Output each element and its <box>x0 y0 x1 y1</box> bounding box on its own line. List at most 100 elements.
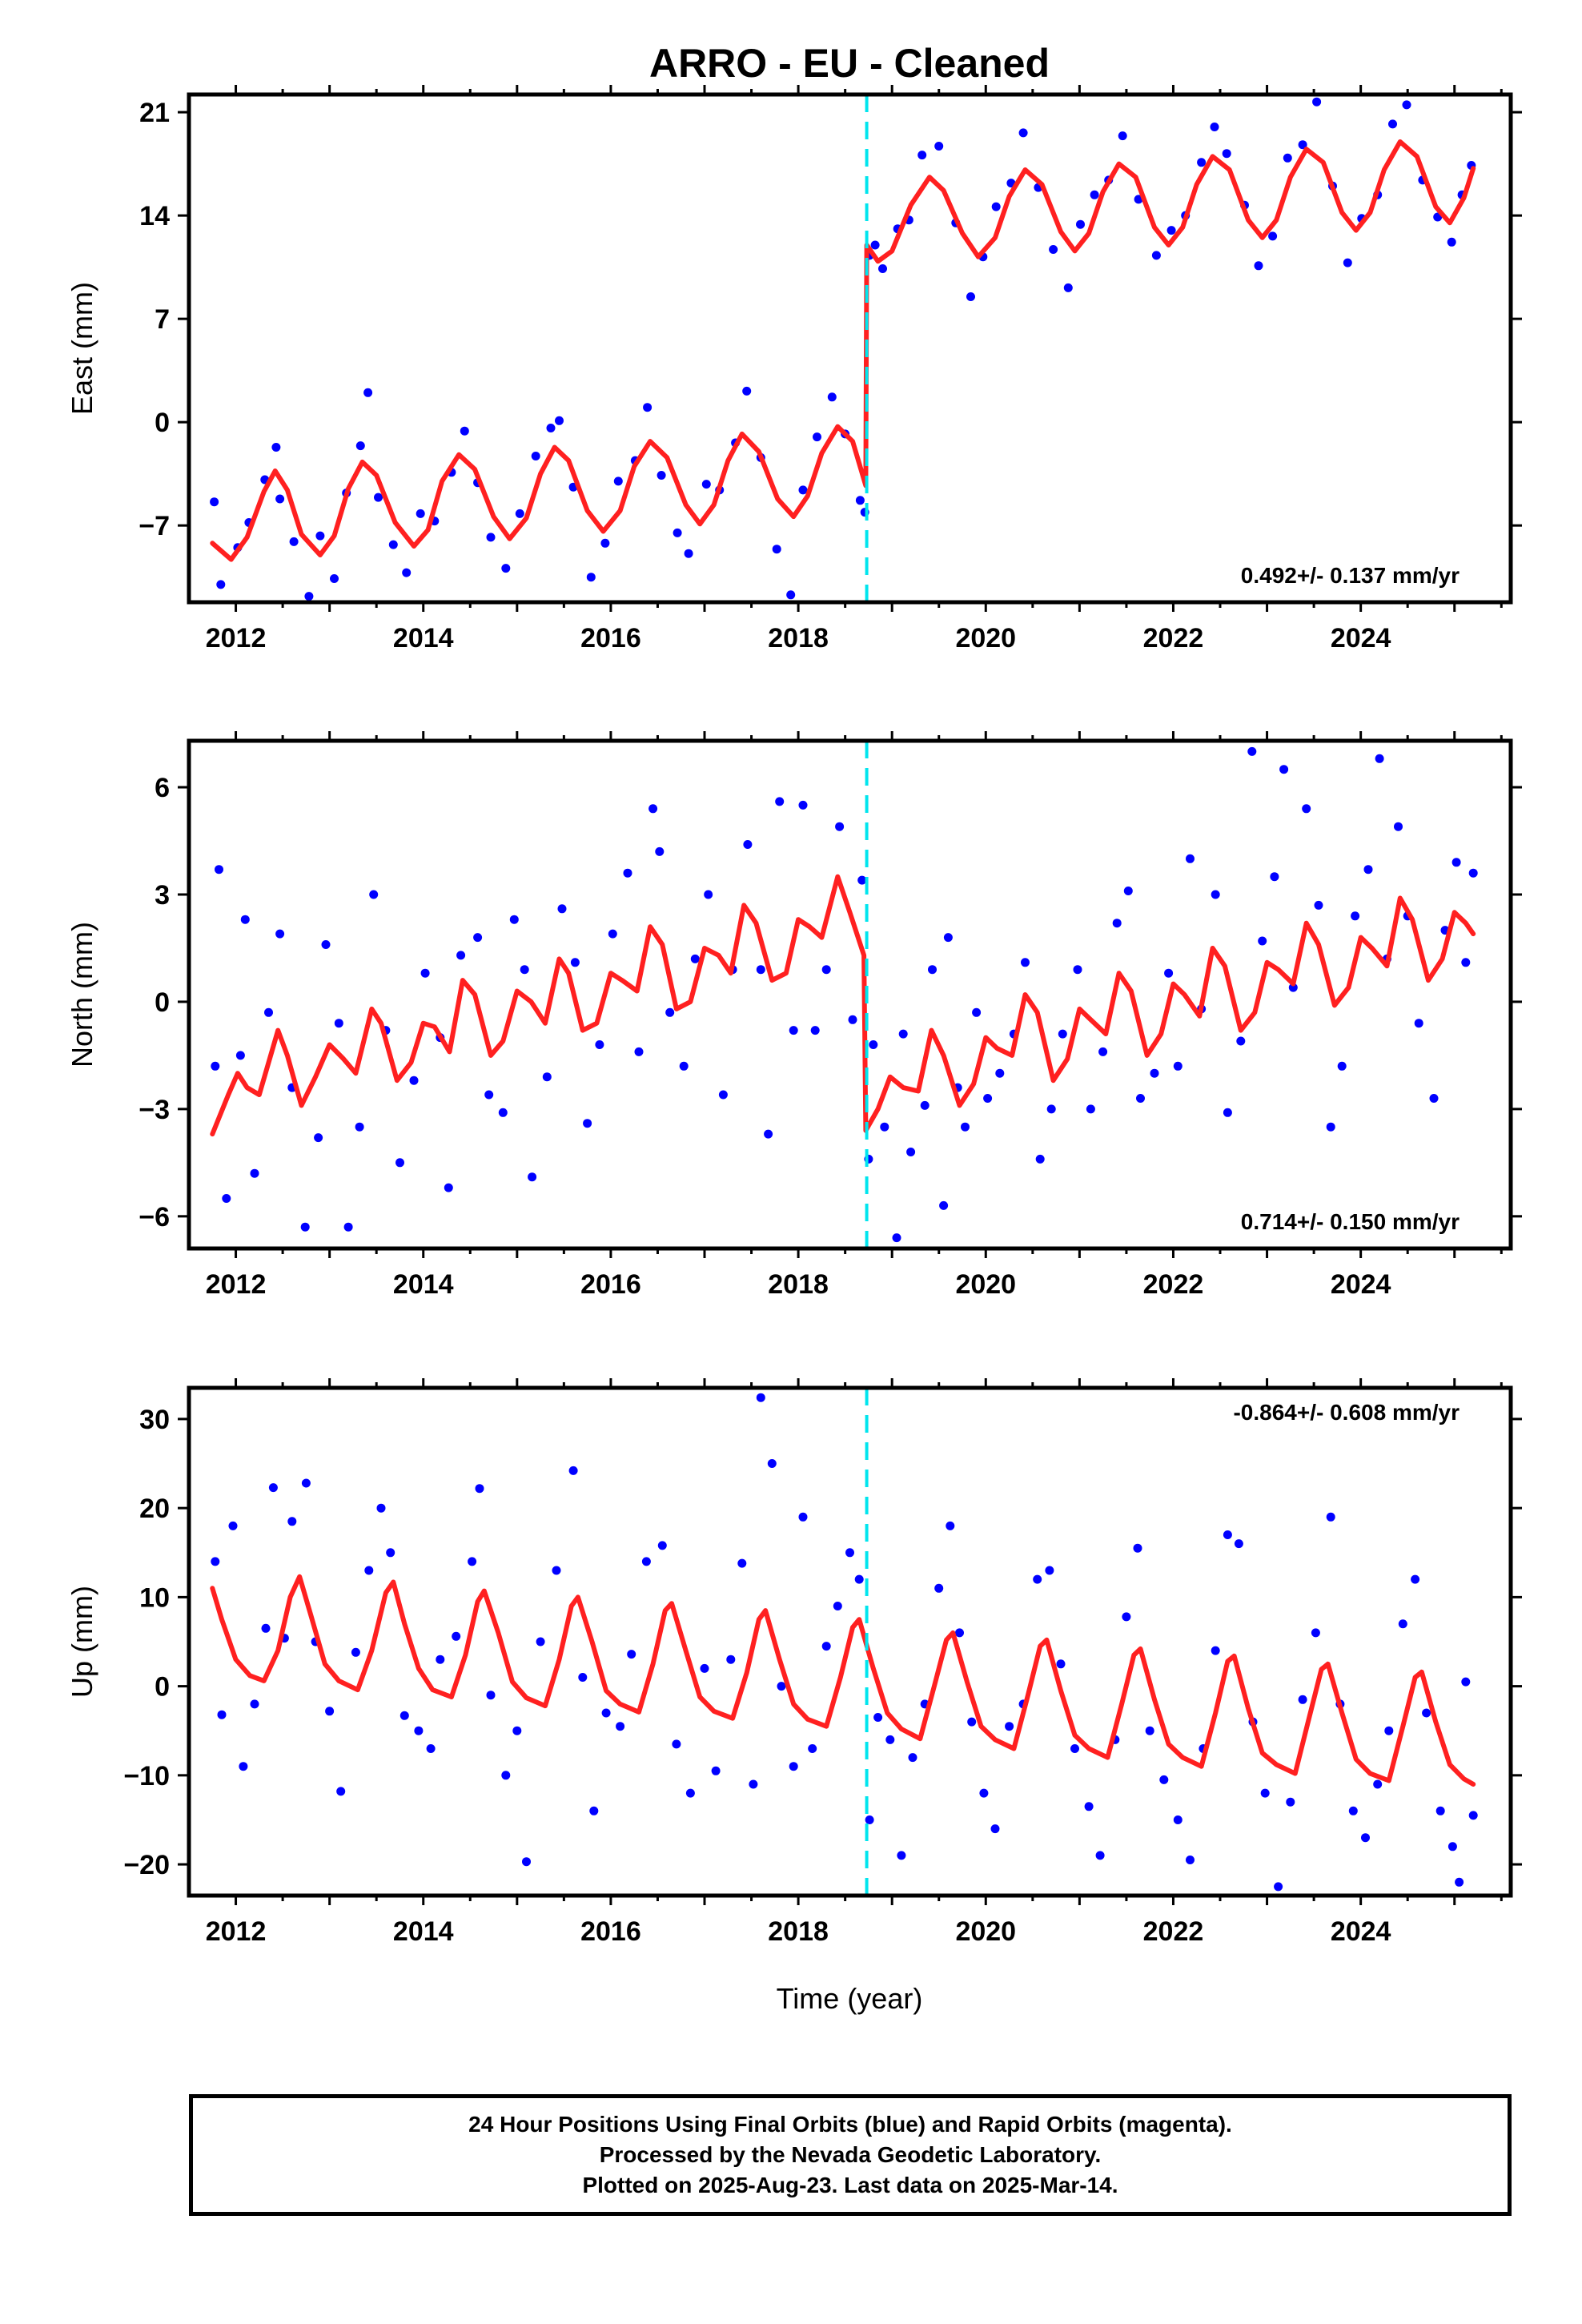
data-point <box>743 840 753 849</box>
data-point <box>1222 149 1231 159</box>
x-tick-label: 2012 <box>206 1269 267 1300</box>
data-point <box>416 509 425 518</box>
data-point <box>498 1108 508 1117</box>
footer-line-1: 24 Hour Positions Using Final Orbits (bl… <box>468 2112 1232 2137</box>
data-point <box>1398 1619 1407 1629</box>
figure-title: ARRO - EU - Cleaned <box>649 41 1050 86</box>
data-point <box>520 965 529 975</box>
data-point <box>570 958 580 967</box>
data-point <box>216 580 226 589</box>
data-point <box>808 1744 817 1753</box>
data-point <box>898 1029 908 1039</box>
data-point <box>484 1090 494 1100</box>
data-point <box>1159 1775 1169 1784</box>
data-point <box>1118 131 1127 141</box>
data-point <box>536 1637 545 1647</box>
data-point <box>789 1026 798 1035</box>
y-tick-label: 0 <box>155 408 170 438</box>
data-point <box>869 1040 878 1049</box>
data-point <box>775 797 785 806</box>
y-tick-label: −20 <box>123 1850 170 1880</box>
data-point <box>426 1744 436 1753</box>
data-point <box>749 1779 758 1789</box>
data-point <box>897 1851 906 1860</box>
data-point <box>700 1663 709 1673</box>
data-point <box>627 1650 636 1659</box>
data-point <box>1351 911 1360 921</box>
data-point <box>966 292 975 301</box>
data-point <box>848 1015 857 1024</box>
data-point <box>1254 261 1263 271</box>
y-tick-label: 7 <box>155 304 170 335</box>
data-point <box>939 1200 949 1210</box>
data-point <box>1084 1802 1094 1811</box>
y-tick-label: 14 <box>139 201 170 231</box>
data-point <box>601 1708 611 1718</box>
data-point <box>1070 1744 1079 1753</box>
data-point <box>934 142 944 151</box>
data-point <box>1311 1628 1320 1638</box>
data-point <box>1447 1842 1457 1852</box>
data-point <box>690 954 700 963</box>
data-point <box>386 1548 396 1558</box>
data-point <box>468 1557 477 1566</box>
x-tick-label: 2018 <box>768 1269 829 1300</box>
data-point <box>600 538 610 548</box>
data-point <box>364 1566 374 1575</box>
data-point <box>990 1824 1000 1834</box>
data-point <box>555 416 564 425</box>
data-point <box>798 1512 808 1522</box>
data-point <box>1298 140 1307 150</box>
velocity-rate-label: 0.492+/- 0.137 mm/yr <box>1241 563 1460 588</box>
y-tick-label: 10 <box>139 1582 170 1613</box>
data-point <box>777 1682 786 1691</box>
data-point <box>1384 1726 1394 1735</box>
data-point <box>845 1548 854 1558</box>
data-point <box>1279 765 1289 774</box>
data-point <box>865 1815 874 1824</box>
y-tick-label: 0 <box>155 1672 170 1703</box>
data-point <box>934 1583 944 1593</box>
velocity-rate-label: 0.714+/- 0.150 mm/yr <box>1241 1209 1460 1234</box>
data-point <box>444 1183 453 1192</box>
data-point <box>857 875 867 885</box>
data-point <box>616 1722 625 1731</box>
data-point <box>1343 258 1352 267</box>
data-point <box>1122 1612 1131 1622</box>
data-point <box>1095 1851 1105 1860</box>
x-tick-label: 2012 <box>206 1916 267 1947</box>
data-point <box>979 1788 989 1798</box>
data-point <box>1326 1512 1335 1522</box>
y-tick-label: −7 <box>139 511 170 541</box>
data-point <box>1164 968 1174 978</box>
data-point <box>211 1061 220 1071</box>
data-point <box>1402 100 1411 110</box>
data-point <box>786 590 796 600</box>
data-point <box>656 471 666 480</box>
data-point <box>873 1713 883 1722</box>
data-point <box>885 1735 895 1744</box>
data-point <box>531 452 540 460</box>
data-point <box>595 1040 604 1049</box>
data-point <box>1337 1061 1347 1071</box>
data-point <box>250 1699 259 1709</box>
data-point <box>870 240 880 250</box>
data-point <box>1033 1574 1042 1584</box>
data-point <box>589 1806 599 1815</box>
data-point <box>1056 1659 1066 1669</box>
data-point <box>679 1061 689 1071</box>
data-point <box>1326 1122 1335 1132</box>
data-point <box>967 1717 977 1727</box>
data-point <box>1098 1047 1108 1056</box>
data-point <box>363 388 373 397</box>
data-point <box>613 476 623 486</box>
data-point <box>486 533 496 542</box>
data-point <box>420 968 430 978</box>
data-point <box>608 929 617 939</box>
data-point <box>414 1726 424 1735</box>
data-point <box>1435 1806 1445 1815</box>
data-point <box>701 480 711 489</box>
y-axis-label-east: East (mm) <box>66 282 98 415</box>
y-tick-label: −6 <box>139 1202 170 1232</box>
x-tick-label: 2014 <box>393 623 454 653</box>
